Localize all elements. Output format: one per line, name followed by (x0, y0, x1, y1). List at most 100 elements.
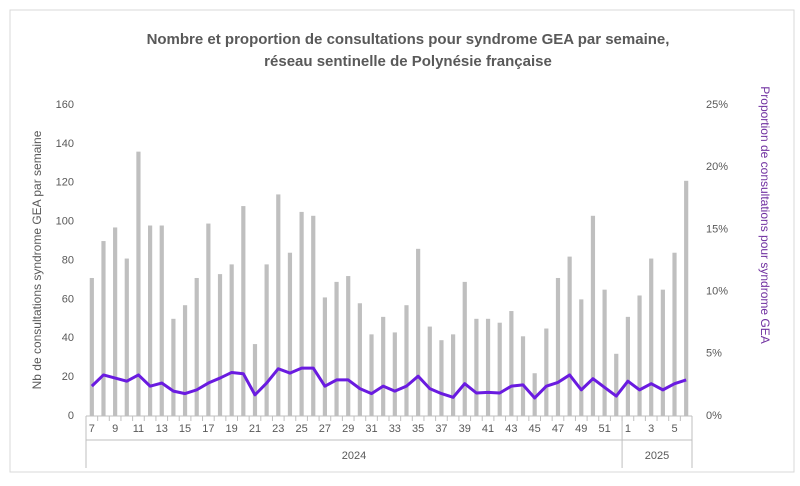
bar (124, 258, 129, 416)
bar (684, 180, 689, 416)
bar (439, 340, 444, 416)
y2-tick-label: 25% (706, 99, 728, 111)
bar (346, 276, 351, 416)
x-group-label: 2024 (342, 450, 366, 462)
x-tick-label: 33 (389, 423, 401, 435)
bar (369, 334, 374, 416)
bar (555, 277, 561, 416)
x-tick-label: 31 (365, 423, 377, 435)
bar (462, 281, 467, 416)
y2-tick-label: 0% (706, 410, 722, 422)
bar (485, 318, 491, 416)
y-tick-label: 0 (68, 410, 74, 422)
bar (136, 151, 141, 416)
bar (637, 295, 642, 416)
bar (614, 353, 619, 416)
bar (544, 328, 549, 416)
bar (101, 241, 106, 416)
x-tick-label: 27 (319, 423, 331, 435)
y-tick-label: 160 (56, 99, 74, 111)
x-group-label: 2025 (645, 450, 669, 462)
chart-subtitle: réseau sentinelle de Polynésie française (264, 53, 552, 70)
bar (241, 206, 246, 416)
bar (147, 225, 153, 416)
line (90, 366, 687, 400)
bar (450, 334, 456, 416)
x-tick-label: 47 (552, 423, 564, 435)
bar (392, 332, 397, 416)
x-tick-label: 1 (625, 423, 631, 435)
bar (579, 299, 584, 416)
y-tick-label: 100 (56, 216, 74, 228)
bar (416, 248, 421, 416)
x-tick-label: 41 (482, 423, 494, 435)
bar (357, 303, 362, 416)
y-tick-label: 80 (62, 254, 74, 266)
x-tick-label: 29 (342, 423, 354, 435)
bar (404, 305, 409, 416)
x-tick-label: 7 (89, 423, 95, 435)
bar (602, 289, 607, 416)
bar (229, 264, 234, 416)
y2-tick-label: 15% (706, 223, 728, 235)
y2-axis-title: Proportion de consultations pour syndrom… (758, 86, 772, 343)
bar (381, 316, 386, 416)
bar (672, 252, 677, 416)
bar (206, 223, 211, 416)
bar (649, 258, 654, 416)
y-axis-title: Nb de consultations syndrome GEA par sem… (30, 130, 44, 389)
x-tick-label: 51 (598, 423, 610, 435)
x-tick-label: 49 (575, 423, 587, 435)
x-tick-label: 17 (202, 423, 214, 435)
bar (194, 277, 199, 416)
x-tick-label: 19 (226, 423, 238, 435)
y-tick-label: 20 (62, 371, 74, 383)
bar (497, 322, 502, 416)
bar (182, 305, 188, 416)
y-tick-label: 120 (56, 177, 74, 189)
bar (89, 277, 94, 416)
bar (509, 311, 514, 416)
x-tick-label: 3 (648, 423, 654, 435)
bar (287, 252, 293, 416)
x-tick-label: 23 (272, 423, 284, 435)
bar (532, 373, 537, 416)
y2-tick-label: 5% (706, 348, 722, 360)
bar (113, 227, 118, 416)
x-tick-label: 25 (295, 423, 307, 435)
y-tick-label: 60 (62, 293, 74, 305)
chart-title: Nombre et proportion de consultations po… (147, 31, 670, 48)
bar (590, 215, 596, 416)
y2-tick-label: 20% (706, 161, 728, 173)
bar (252, 344, 258, 416)
bar (427, 326, 432, 416)
bar (311, 215, 316, 416)
x-tick-label: 5 (671, 423, 677, 435)
y-tick-label: 40 (62, 332, 74, 344)
bar (322, 297, 328, 416)
bar (660, 289, 665, 416)
y-tick-label: 140 (56, 138, 74, 150)
x-tick-label: 9 (112, 423, 118, 435)
bar (474, 318, 479, 416)
x-tick-label: 39 (459, 423, 471, 435)
x-tick-label: 43 (505, 423, 517, 435)
bar (520, 336, 526, 416)
bar (567, 256, 572, 416)
bar (159, 225, 164, 416)
x-tick-label: 45 (529, 423, 541, 435)
bar (276, 194, 281, 416)
bar (217, 274, 223, 416)
x-tick-label: 15 (179, 423, 191, 435)
bar (264, 264, 269, 416)
bar (171, 318, 176, 416)
x-tick-label: 13 (156, 423, 168, 435)
bar (625, 316, 631, 416)
bar (334, 281, 339, 416)
bar (299, 211, 304, 416)
x-tick-label: 35 (412, 423, 424, 435)
y2-tick-label: 10% (706, 286, 728, 298)
x-tick-label: 21 (249, 423, 261, 435)
x-tick-label: 11 (133, 423, 144, 435)
